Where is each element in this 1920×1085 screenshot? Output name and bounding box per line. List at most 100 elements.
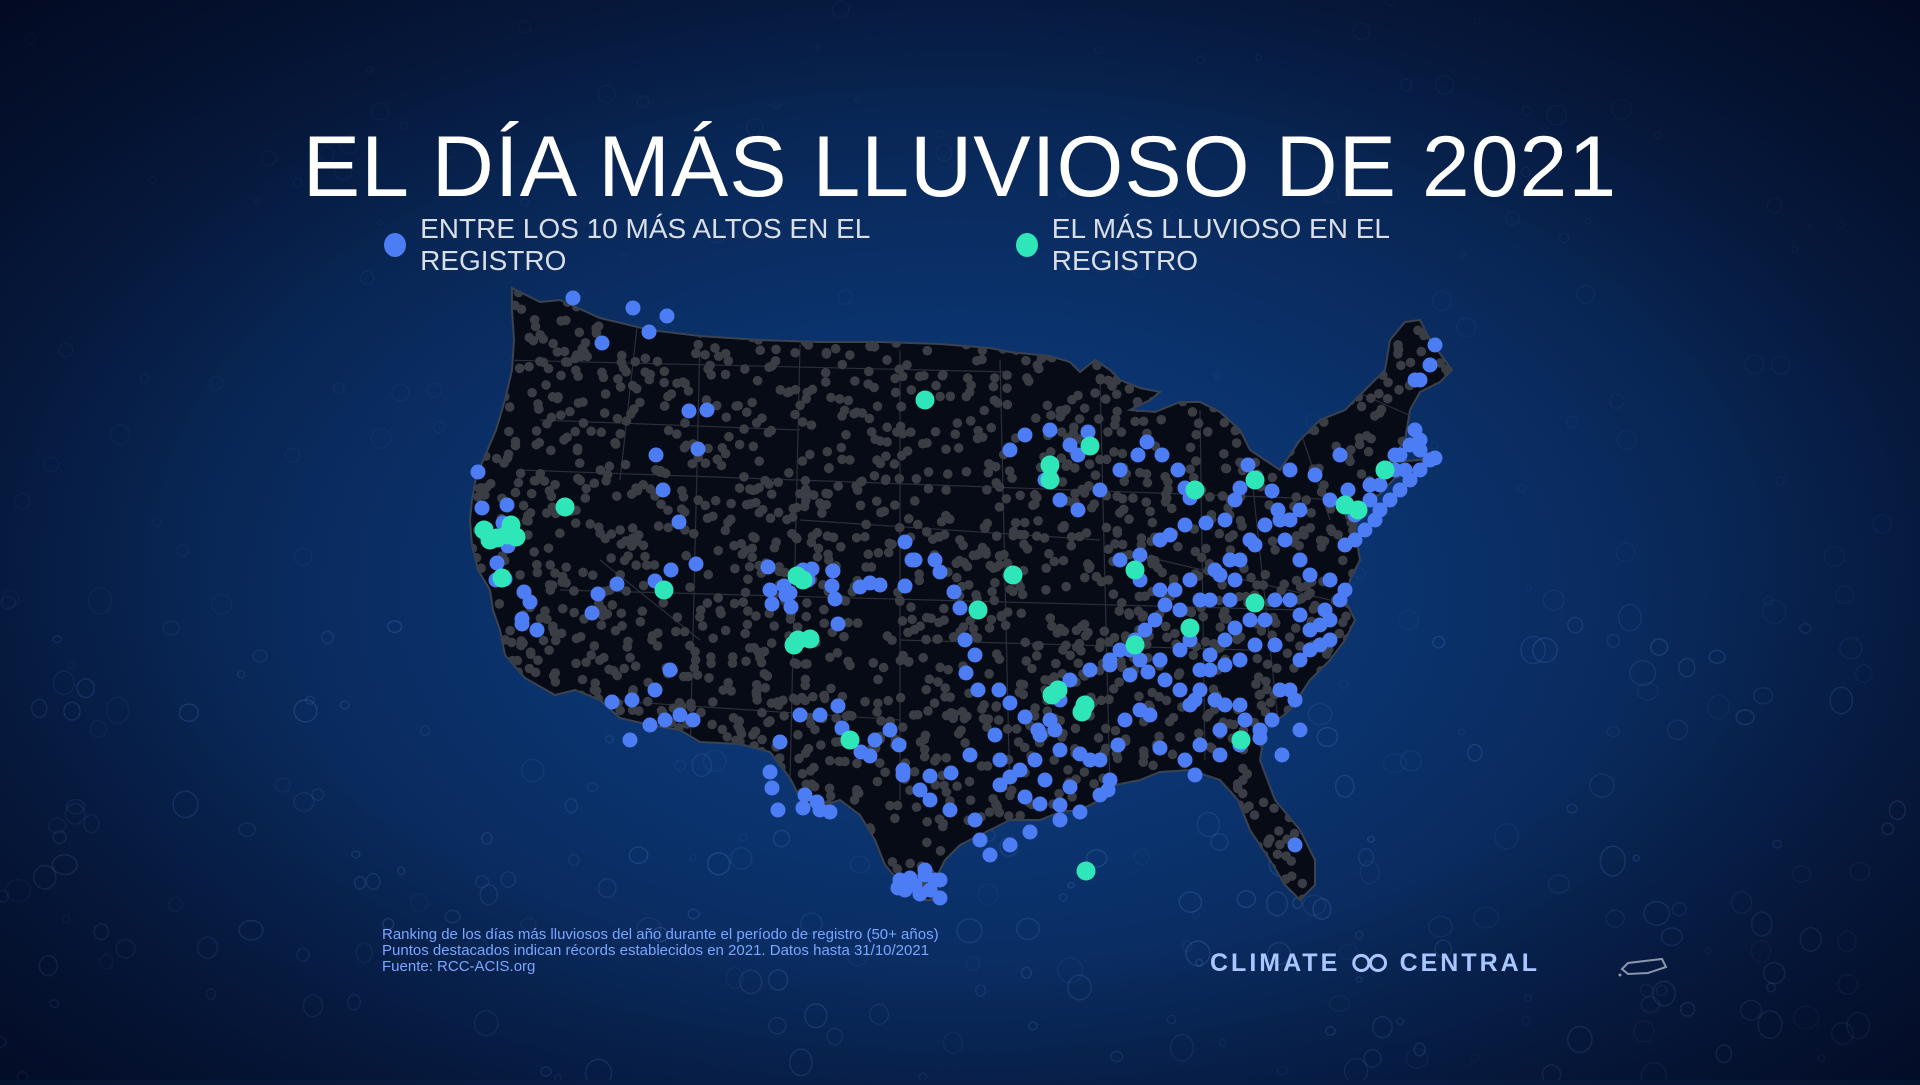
rain-drop	[1791, 865, 1812, 883]
station-dot	[1209, 402, 1219, 413]
rain-drop	[1837, 930, 1857, 953]
station-dot	[907, 614, 917, 625]
station-dot	[1365, 704, 1375, 715]
station-dot	[1061, 276, 1071, 286]
top10-station-dot	[778, 587, 794, 603]
station-dot	[1111, 375, 1122, 386]
station-dot	[979, 700, 989, 710]
station-dot	[484, 870, 494, 881]
station-dot	[994, 502, 1005, 512]
station-dot	[1168, 712, 1179, 723]
station-dot	[1306, 400, 1316, 411]
logo-text-right: CENTRAL	[1399, 948, 1540, 977]
station-dot	[1195, 802, 1206, 813]
station-dot	[561, 578, 571, 588]
rain-drop	[1363, 1048, 1382, 1068]
station-dot	[531, 290, 541, 301]
station-dot	[1419, 298, 1429, 309]
station-dot	[1332, 372, 1343, 383]
station-dot	[823, 463, 834, 474]
rain-drop	[66, 798, 86, 815]
station-dot	[1006, 823, 1017, 834]
station-dot	[682, 872, 693, 883]
station-dot	[1078, 347, 1089, 357]
station-dot	[1048, 315, 1059, 326]
station-dot	[530, 746, 540, 756]
station-dot	[1200, 637, 1211, 647]
station-dot	[1141, 497, 1152, 507]
station-dot	[1192, 288, 1202, 293]
station-dot	[800, 674, 811, 685]
station-dot	[1338, 555, 1348, 566]
station-dot	[707, 289, 718, 300]
station-dot	[1349, 892, 1359, 900]
station-dot	[593, 522, 604, 532]
station-dot	[1064, 850, 1075, 860]
station-dot	[700, 458, 711, 469]
station-dot	[1078, 288, 1088, 294]
station-dot	[1219, 448, 1229, 459]
station-dot	[1417, 500, 1427, 510]
station-dot	[1338, 617, 1348, 628]
station-dot	[1118, 791, 1129, 801]
rain-drop	[1213, 372, 1221, 380]
station-dot	[919, 744, 930, 755]
station-dot	[718, 685, 728, 695]
rain-drop	[1823, 546, 1845, 568]
station-dot	[898, 650, 908, 661]
station-dot	[825, 755, 835, 766]
station-dot	[1343, 675, 1353, 686]
top10-station-dot	[1017, 427, 1033, 443]
station-dot	[826, 683, 836, 694]
legend-item-top10: ENTRE LOS 10 MÁS ALTOS EN EL REGISTRO	[384, 213, 976, 277]
station-dot	[839, 405, 850, 416]
station-dot	[1165, 847, 1175, 858]
station-dot	[596, 427, 607, 438]
station-dot	[511, 754, 522, 764]
legend: ENTRE LOS 10 MÁS ALTOS EN EL REGISTRO EL…	[384, 213, 1544, 276]
station-dot	[848, 288, 859, 295]
station-dot	[890, 373, 900, 384]
footnote-line-1: Ranking de los días más lluviosos del añ…	[382, 926, 939, 943]
station-dot	[1423, 481, 1433, 491]
rain-drop	[688, 853, 697, 862]
station-dot	[915, 621, 925, 631]
station-dot	[1443, 801, 1452, 811]
station-dot	[611, 491, 622, 501]
station-dot	[1031, 871, 1042, 882]
station-dot	[659, 366, 670, 377]
station-dot	[477, 660, 488, 671]
station-dot	[534, 736, 544, 747]
rain-drop	[387, 620, 403, 634]
station-dot	[836, 442, 847, 453]
station-dot	[1200, 322, 1210, 332]
top10-station-dot	[952, 600, 968, 616]
station-dot	[1036, 302, 1047, 313]
station-dot	[481, 482, 492, 492]
station-dot	[839, 310, 850, 321]
station-dot	[1342, 371, 1353, 382]
station-dot	[1184, 805, 1195, 816]
record-station-dot	[1335, 495, 1355, 515]
top10-station-dot	[1227, 620, 1243, 636]
station-dot	[476, 697, 486, 708]
rain-drop	[1405, 1048, 1429, 1069]
station-dot	[973, 425, 983, 436]
station-dot	[1441, 390, 1451, 401]
station-dot	[968, 623, 979, 634]
station-dot	[548, 338, 558, 349]
station-dot	[504, 833, 514, 844]
station-dot	[1371, 753, 1382, 763]
station-dot	[704, 673, 714, 683]
station-dot	[883, 288, 894, 296]
station-dot	[1153, 324, 1163, 334]
station-dot	[821, 488, 831, 499]
station-dot	[667, 761, 677, 771]
station-dot	[741, 656, 751, 667]
station-dot	[895, 692, 906, 703]
rain-drop	[956, 918, 983, 944]
station-dot	[887, 539, 897, 550]
station-dot	[1417, 500, 1427, 510]
station-dot	[1029, 843, 1040, 854]
station-dot	[839, 840, 850, 850]
